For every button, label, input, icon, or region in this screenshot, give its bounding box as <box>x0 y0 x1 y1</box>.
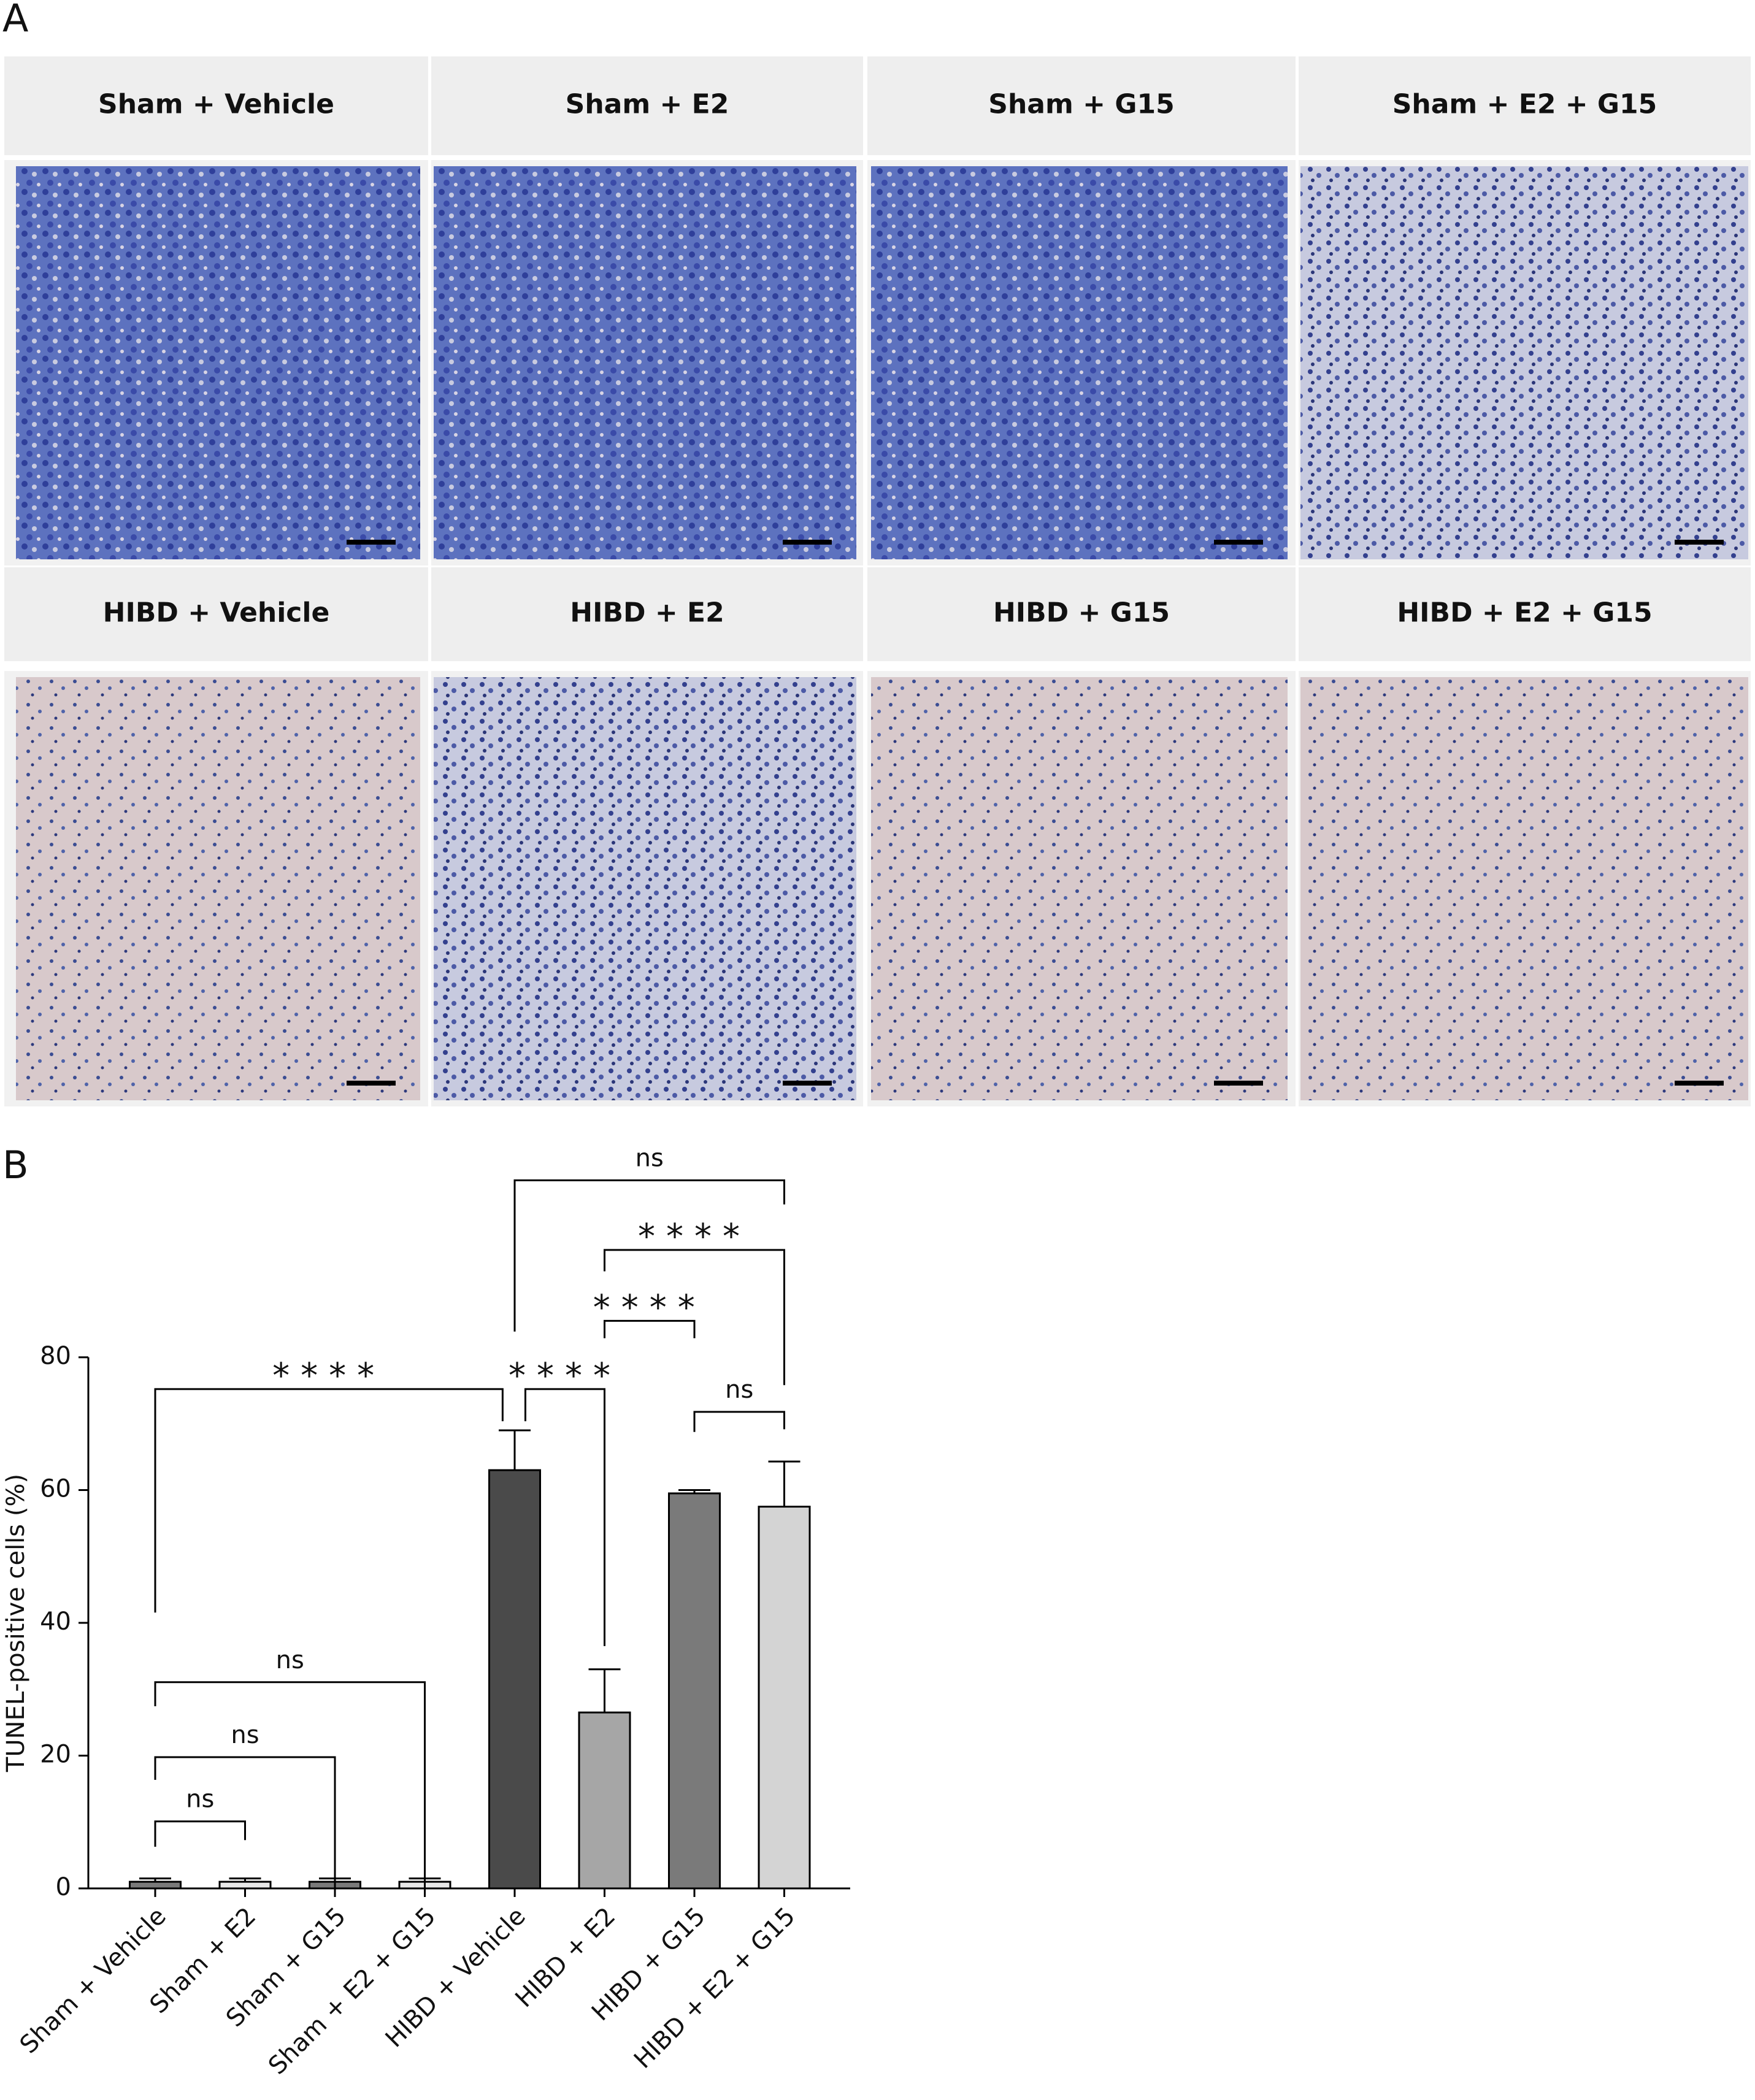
significance-bracket <box>604 1320 696 1338</box>
header-cell <box>1299 56 1751 155</box>
image-title: Sham + E2 <box>566 89 729 120</box>
significance-label: **** <box>593 1288 706 1328</box>
significance-label: **** <box>638 1217 751 1257</box>
significance-bracket <box>693 1411 785 1432</box>
image-title: HIBD + E2 + G15 <box>1397 597 1652 629</box>
significance-bracket <box>154 1388 504 1613</box>
micrograph <box>16 677 420 1100</box>
micrograph <box>871 677 1288 1100</box>
panel-a: A Sham + Vehicle Sham + E2 Sham + G15 Sham … <box>2 0 1751 1106</box>
x-tick-label: HIBD + E2 + G15 <box>629 1902 801 2074</box>
significance-label: ns <box>276 1646 304 1674</box>
micrograph <box>434 677 856 1100</box>
header-cell <box>1299 567 1751 661</box>
y-tick-label: 0 <box>56 1873 71 1901</box>
micrograph <box>1300 677 1748 1100</box>
x-tick-label: Sham + Vehicle <box>15 1902 172 2059</box>
significance-bracket <box>604 1249 785 1385</box>
y-tick-label: 80 <box>40 1342 71 1370</box>
image-title: HIBD + E2 <box>570 597 724 629</box>
y-axis-title: TUNEL-positive cells (%) <box>2 1474 30 1772</box>
image-title: Sham + Vehicle <box>98 89 334 120</box>
y-tick-label: 60 <box>40 1475 71 1503</box>
significance-label: ns <box>231 1721 259 1749</box>
image-title: HIBD + G15 <box>993 597 1170 629</box>
micrograph <box>871 166 1288 559</box>
significance-bracket <box>524 1388 605 1646</box>
bar <box>668 1492 721 1890</box>
header-cell <box>867 56 1296 155</box>
header-cell <box>4 567 428 661</box>
significance-bracket <box>154 1681 426 1888</box>
panel-label: A <box>2 0 28 40</box>
significance-bracket <box>154 1820 246 1847</box>
micrograph <box>1300 166 1748 559</box>
micrograph <box>434 166 856 559</box>
significance-label: ns <box>725 1376 753 1404</box>
significance-bracket <box>154 1756 336 1888</box>
image-title: HIBD + Vehicle <box>103 597 330 629</box>
image-title: Sham + G15 <box>988 89 1174 120</box>
image-title: Sham + E2 + G15 <box>1392 89 1657 120</box>
y-tick-label: 20 <box>40 1741 71 1769</box>
bar <box>488 1469 541 1890</box>
significance-label: **** <box>509 1356 621 1396</box>
y-tick-label: 40 <box>40 1608 71 1636</box>
panel-label: B <box>2 1143 29 1187</box>
header-cell <box>431 56 863 155</box>
significance-label: ns <box>636 1144 664 1173</box>
panel-b: B TUNEL-positive cells (%) 0 20 40 60 80 Sham… <box>2 1143 850 2080</box>
significance-bracket <box>513 1179 785 1332</box>
micrograph <box>16 166 420 559</box>
bar <box>129 1880 182 1890</box>
x-tick-label: Sham + E2 + G15 <box>263 1902 441 2080</box>
header-cell <box>431 567 863 661</box>
header-cell <box>4 56 428 155</box>
header-cell <box>867 567 1296 661</box>
bar <box>218 1880 272 1890</box>
bar <box>758 1506 811 1890</box>
bar <box>578 1711 631 1890</box>
significance-label: ns <box>186 1785 214 1814</box>
significance-label: **** <box>272 1356 385 1396</box>
